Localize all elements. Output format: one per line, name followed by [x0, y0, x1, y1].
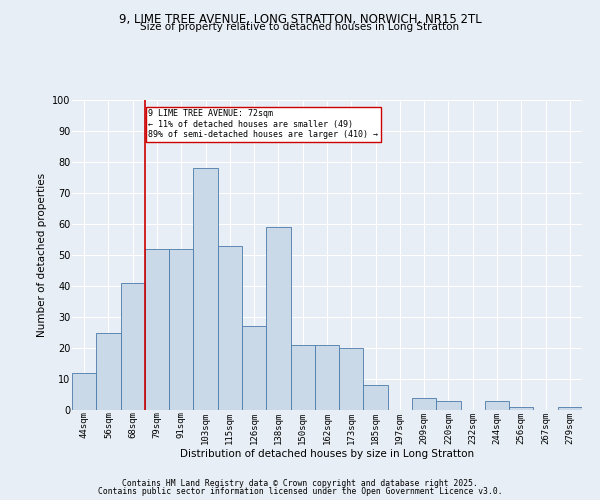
- Bar: [242, 326, 266, 410]
- Text: Contains HM Land Registry data © Crown copyright and database right 2025.: Contains HM Land Registry data © Crown c…: [122, 478, 478, 488]
- Text: Contains public sector information licensed under the Open Government Licence v3: Contains public sector information licen…: [98, 487, 502, 496]
- Bar: [96, 332, 121, 410]
- Bar: [218, 246, 242, 410]
- Bar: [193, 168, 218, 410]
- Bar: [509, 407, 533, 410]
- Bar: [485, 400, 509, 410]
- Bar: [290, 345, 315, 410]
- Bar: [145, 249, 169, 410]
- Bar: [121, 283, 145, 410]
- X-axis label: Distribution of detached houses by size in Long Stratton: Distribution of detached houses by size …: [180, 449, 474, 459]
- Text: Size of property relative to detached houses in Long Stratton: Size of property relative to detached ho…: [140, 22, 460, 32]
- Bar: [315, 345, 339, 410]
- Bar: [364, 385, 388, 410]
- Bar: [266, 227, 290, 410]
- Bar: [412, 398, 436, 410]
- Bar: [339, 348, 364, 410]
- Bar: [436, 400, 461, 410]
- Bar: [558, 407, 582, 410]
- Text: 9 LIME TREE AVENUE: 72sqm
← 11% of detached houses are smaller (49)
89% of semi-: 9 LIME TREE AVENUE: 72sqm ← 11% of detac…: [149, 110, 379, 139]
- Text: 9, LIME TREE AVENUE, LONG STRATTON, NORWICH, NR15 2TL: 9, LIME TREE AVENUE, LONG STRATTON, NORW…: [119, 12, 481, 26]
- Y-axis label: Number of detached properties: Number of detached properties: [37, 173, 47, 337]
- Bar: [169, 249, 193, 410]
- Bar: [72, 373, 96, 410]
